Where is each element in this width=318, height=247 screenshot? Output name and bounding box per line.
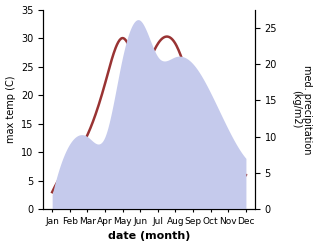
Y-axis label: med. precipitation
(kg/m2): med. precipitation (kg/m2) [291,65,313,154]
X-axis label: date (month): date (month) [108,231,190,242]
Y-axis label: max temp (C): max temp (C) [5,76,16,143]
